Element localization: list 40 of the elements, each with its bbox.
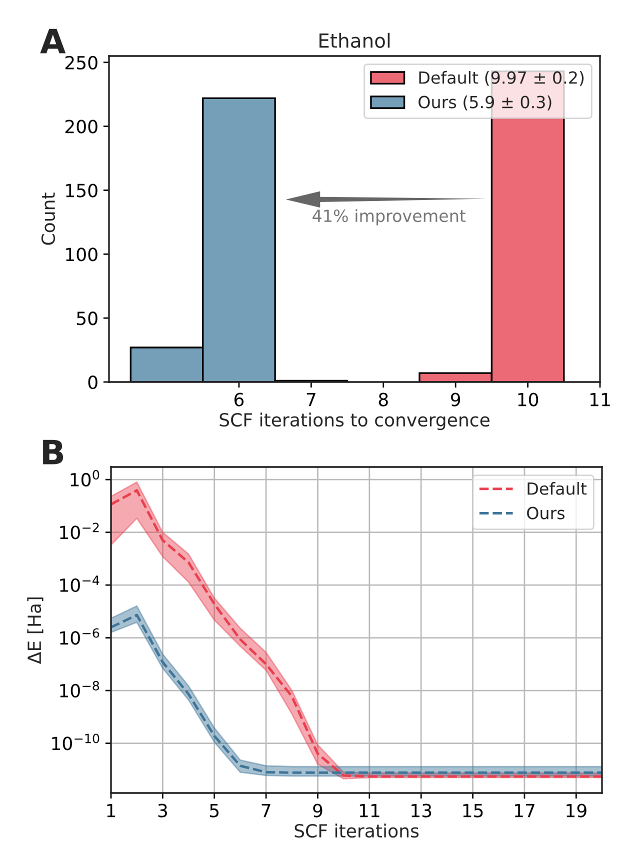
y-tick-label: 0 (88, 375, 98, 390)
annotation: 41% improvement (312, 209, 466, 226)
chart-title: Ethanol (320, 32, 390, 48)
x-tick-label: 11 (590, 392, 610, 406)
x-tick-label: 7 (262, 804, 270, 818)
y-tick-label: 150 (66, 184, 98, 198)
y-axis-title: Count (41, 192, 56, 245)
legend-label: Default (528, 482, 587, 495)
x-axis-title: SCF iterations to convergence (220, 412, 490, 430)
y-tick-label: 10$^{−2}$ (60, 522, 99, 540)
x-tick-label: 6 (234, 392, 244, 406)
x-tick-label: 7 (306, 392, 316, 406)
y-tick-label: 200 (65, 120, 98, 134)
legend-label: Ours (5.9 ± 0.3) (418, 95, 552, 110)
x-tick-label: 9 (313, 804, 322, 818)
x-tick-label: 5 (210, 804, 219, 818)
x-tick-label: 15 (463, 804, 483, 818)
y-tick-label: 250 (65, 56, 98, 70)
x-tick-label: 9 (450, 392, 460, 406)
y-axis-title: ΔE [Ha] (27, 597, 44, 664)
y-tick-label: 50 (77, 312, 98, 326)
x-tick-label: 13 (412, 804, 432, 818)
y-tick-label: 100 (66, 248, 98, 262)
x-axis-title: SCF iterations (294, 824, 419, 838)
x-tick-label: 8 (378, 392, 388, 406)
text: A (40, 28, 66, 54)
y-tick-label: 10$^{−4}$ (60, 576, 100, 592)
text: B (43, 440, 64, 464)
y-tick-label: 10$^{−6}$ (60, 628, 100, 645)
x-tick-label: 11 (360, 804, 380, 818)
x-tick-label: 3 (158, 804, 167, 818)
x-tick-label: 17 (514, 804, 534, 818)
legend-label: Default (9.97 ± 0.2) (419, 71, 584, 86)
legend-label: Ours (527, 506, 565, 520)
x-tick-label: 19 (566, 804, 586, 818)
y-tick-label: 10$^{−8}$ (60, 680, 100, 698)
x-tick-label: 1 (107, 804, 116, 818)
y-tick-label: 10$^{−10}$ (52, 734, 100, 750)
y-tick-label: 10$^{0}$ (70, 470, 100, 487)
x-tick-label: 10 (518, 392, 538, 406)
